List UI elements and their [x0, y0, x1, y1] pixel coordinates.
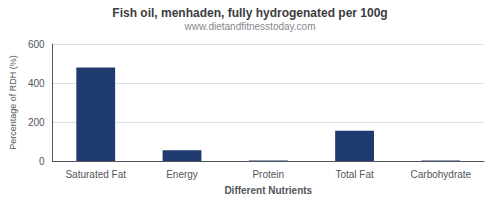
svg-text:Fish oil, menhaden, fully hydr: Fish oil, menhaden, fully hydrogenated p…	[112, 6, 387, 20]
svg-text:600: 600	[28, 39, 45, 50]
svg-text:Different Nutrients: Different Nutrients	[224, 185, 312, 196]
svg-text:Percentage of RDH (%): Percentage of RDH (%)	[8, 55, 18, 150]
svg-text:0: 0	[39, 156, 45, 167]
svg-text:Total Fat: Total Fat	[335, 169, 374, 180]
svg-text:400: 400	[28, 78, 45, 89]
svg-text:Saturated Fat: Saturated Fat	[65, 169, 126, 180]
svg-text:Energy: Energy	[166, 169, 198, 180]
svg-text:200: 200	[28, 117, 45, 128]
svg-text:Protein: Protein	[252, 169, 284, 180]
svg-text:www.dietandfitnesstoday.com: www.dietandfitnesstoday.com	[184, 21, 316, 32]
svg-text:Carbohydrate: Carbohydrate	[411, 169, 472, 180]
